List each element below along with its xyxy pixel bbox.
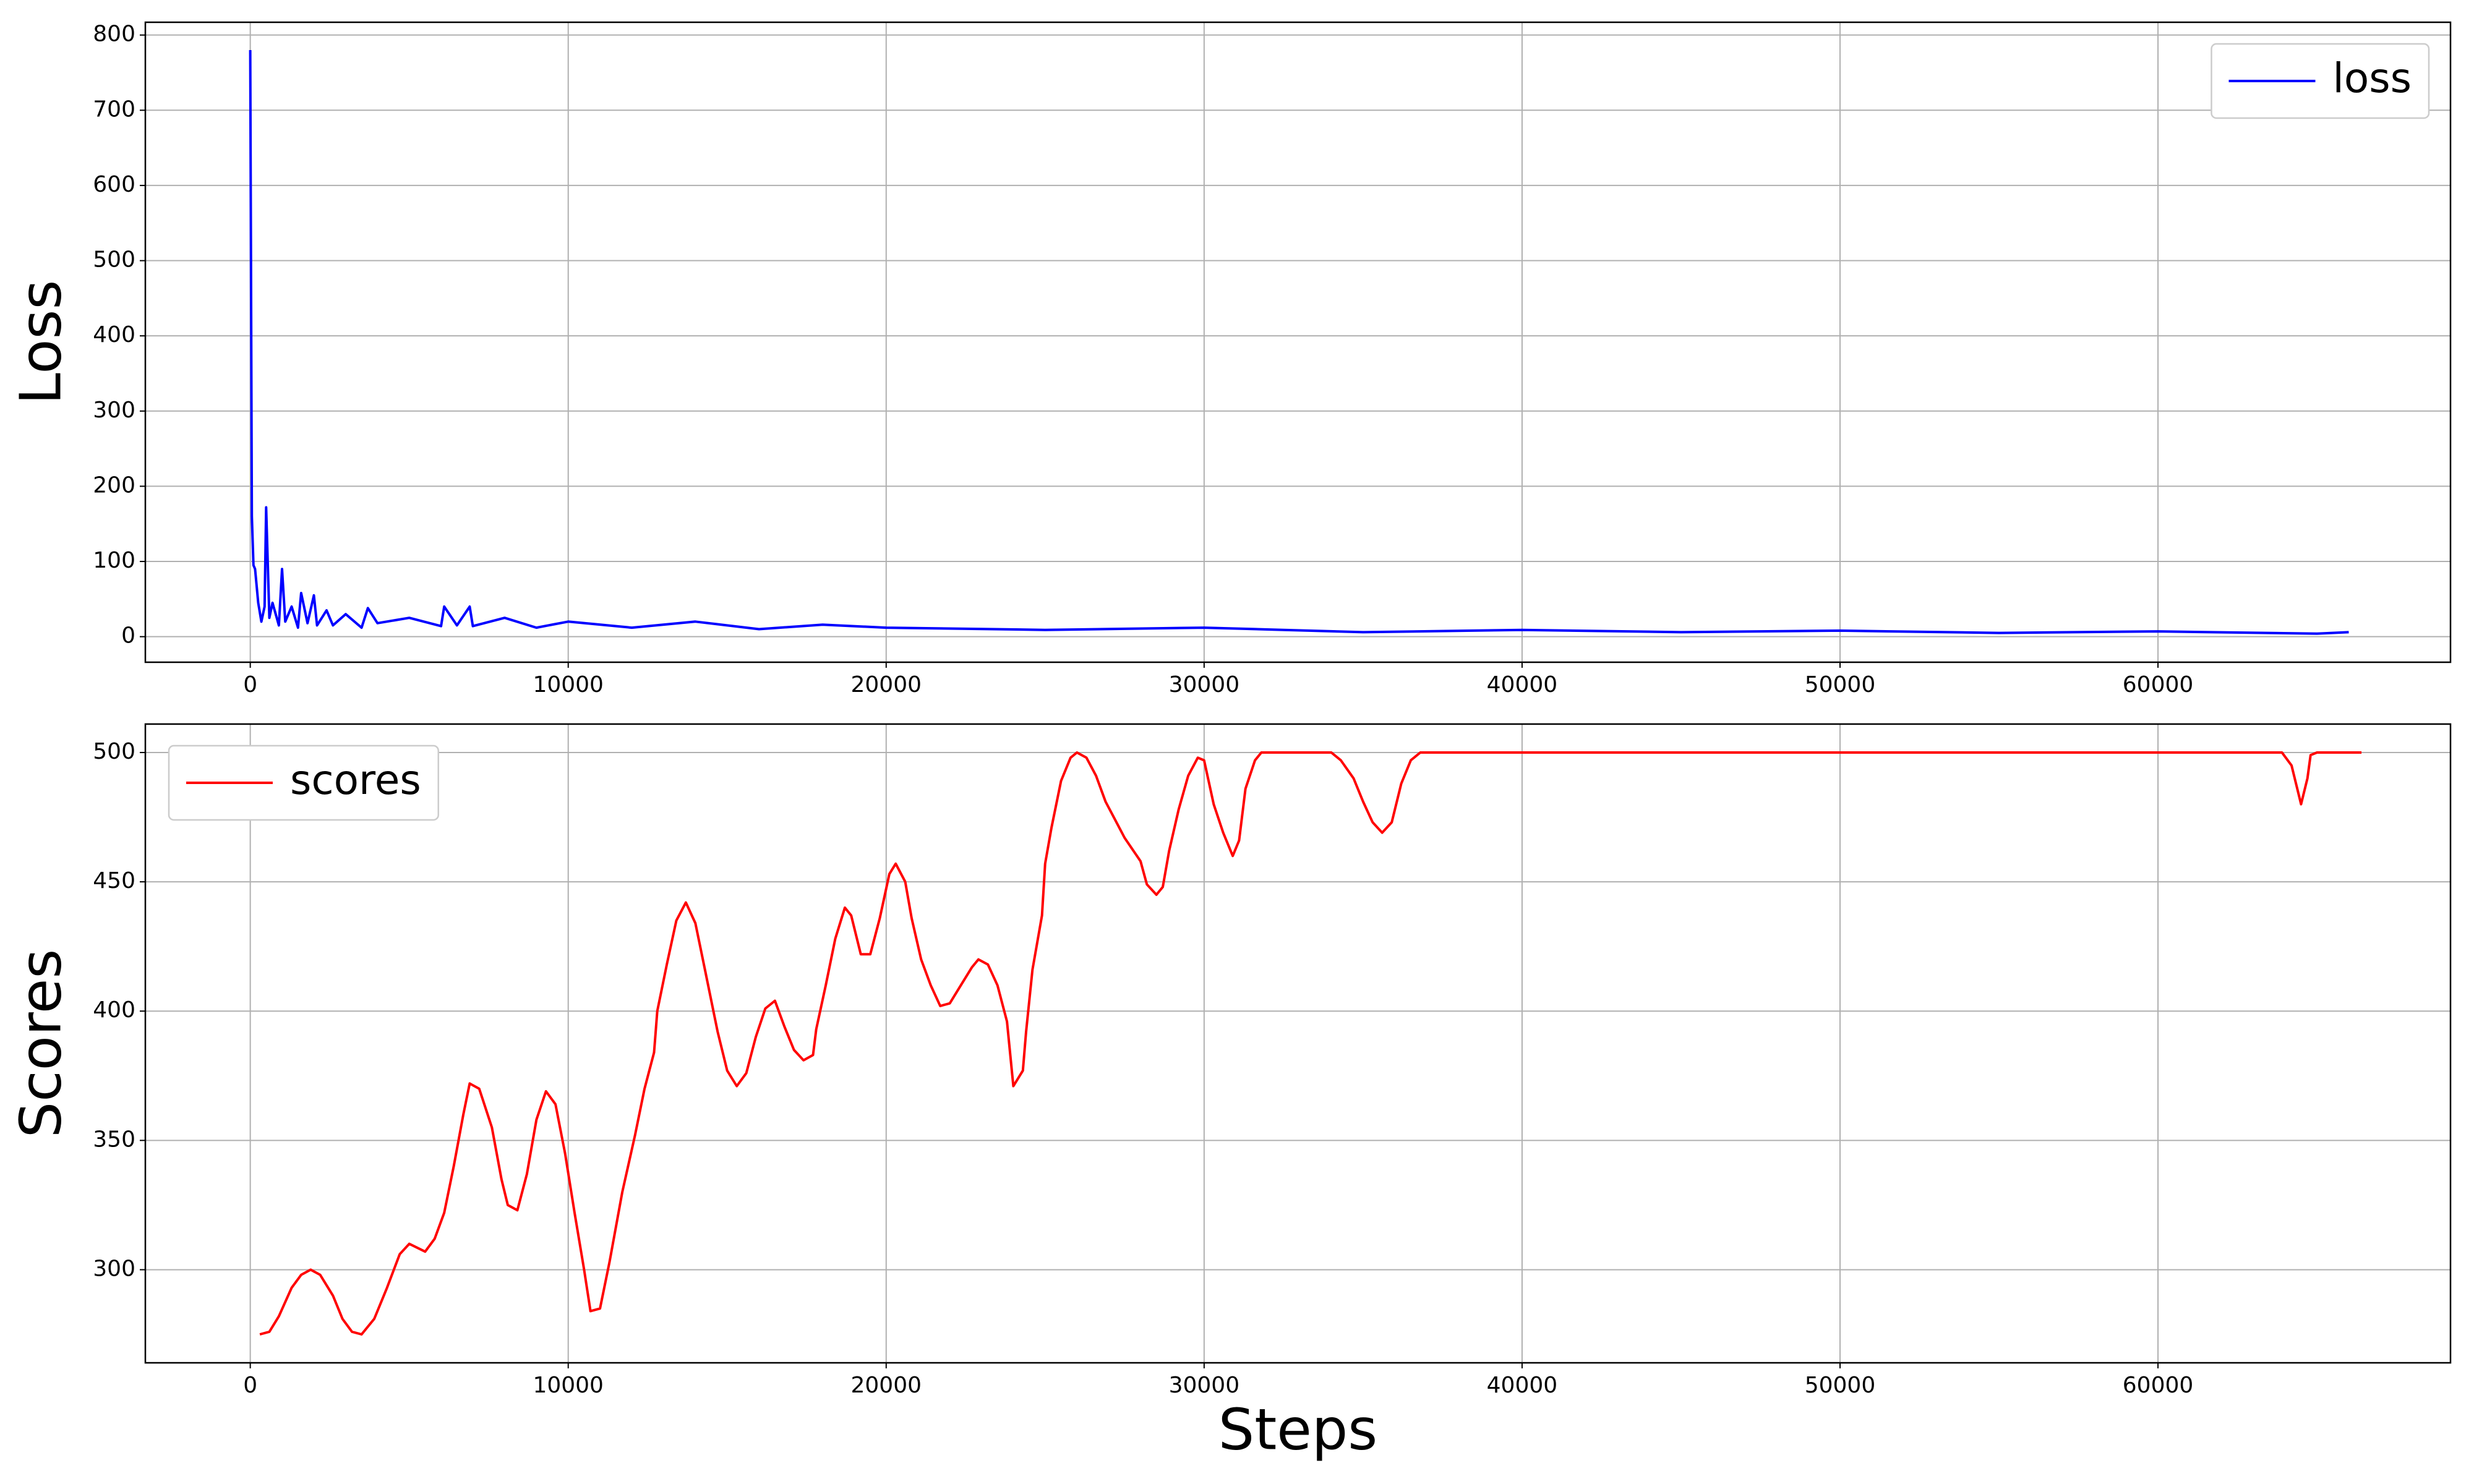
x-tick-label: 20000 [851, 672, 922, 697]
x-tick-label: 40000 [1487, 672, 1558, 697]
x-tick-label: 0 [243, 1373, 257, 1398]
y-axis-label: Loss [7, 280, 74, 405]
x-tick-label: 10000 [533, 1373, 604, 1398]
plot-frame [144, 21, 2452, 663]
y-tick-label: 500 [93, 247, 135, 273]
legend-label: loss [2333, 54, 2412, 102]
legend: scores [168, 744, 439, 821]
x-tick-label: 30000 [1169, 672, 1240, 697]
y-tick-label: 200 [93, 472, 135, 498]
y-tick-label: 800 [93, 22, 135, 47]
legend-frame [168, 744, 439, 821]
y-tick-label: 300 [93, 398, 135, 423]
x-tick-label: 30000 [1169, 1373, 1240, 1398]
y-axis-label: Scores [7, 949, 74, 1138]
y-tick-label: 350 [93, 1127, 135, 1152]
legend: loss [2211, 43, 2430, 119]
y-tick-label: 600 [93, 172, 135, 197]
x-tick-label: 0 [243, 672, 257, 697]
y-tick-label: 700 [93, 96, 135, 122]
y-tick-label: 500 [93, 739, 135, 764]
y-tick-label: 450 [93, 868, 135, 893]
y-tick-label: 400 [93, 322, 135, 348]
subplot: 0 10000 20000 30000 40000 50000 60000 0 100 200 30… [7, 21, 2452, 697]
x-tick-label: 60000 [2123, 1373, 2194, 1398]
x-tick-label: 50000 [1805, 1373, 1876, 1398]
x-tick-label: 40000 [1487, 1373, 1558, 1398]
x-tick-label: 60000 [2123, 672, 2194, 697]
y-tick-label: 100 [93, 548, 135, 573]
data-line [259, 751, 2362, 1336]
subplot: 0 10000 20000 30000 40000 50000 60000 300 350 400… [7, 723, 2452, 1462]
y-tick-label: 0 [121, 623, 135, 649]
x-tick-label: 20000 [851, 1373, 922, 1398]
x-tick-label: 10000 [533, 672, 604, 697]
legend-label: scores [290, 756, 421, 804]
x-tick-label: 50000 [1805, 672, 1876, 697]
plot-frame [144, 723, 2452, 1364]
y-tick-label: 300 [93, 1256, 135, 1281]
legend-frame [2211, 43, 2430, 119]
data-line [249, 49, 2349, 635]
x-axis-label: Steps [1218, 1396, 1377, 1462]
y-tick-label: 400 [93, 997, 135, 1023]
